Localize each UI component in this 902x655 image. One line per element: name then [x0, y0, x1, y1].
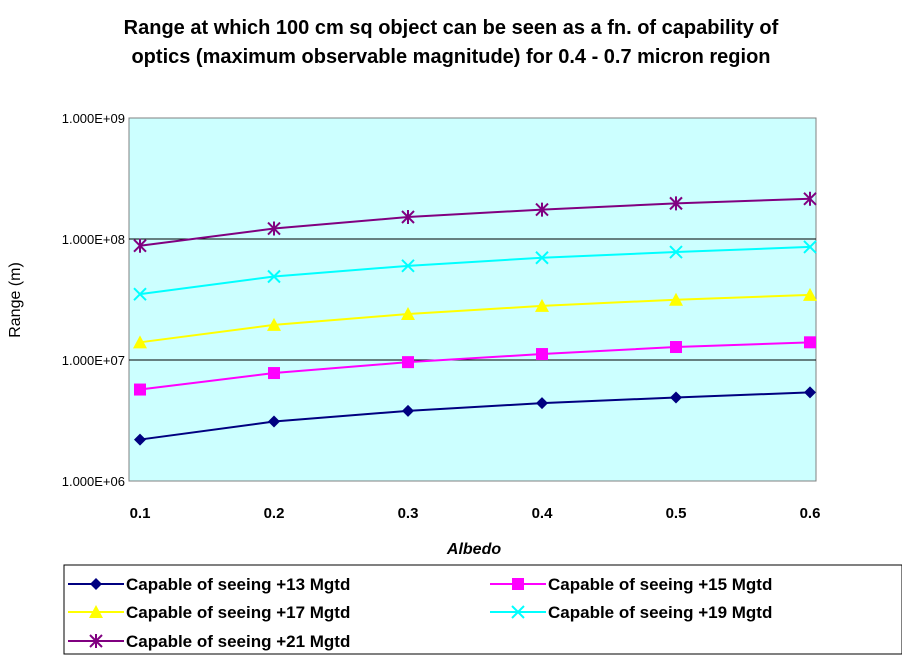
series-line [139, 341, 811, 391]
data-point [804, 336, 816, 349]
data-point [134, 433, 146, 446]
data-point [402, 356, 414, 369]
legend-label: Capable of seeing +15 Mgtd [548, 575, 772, 594]
legend-label: Capable of seeing +17 Mgtd [126, 603, 350, 622]
data-point [669, 292, 683, 306]
x-tick-label: 0.5 [666, 505, 687, 522]
y-tick-label: 1.000E+07 [62, 353, 125, 368]
series-group [133, 240, 817, 301]
data-point [89, 605, 103, 618]
x-tick-label: 0.3 [398, 505, 419, 522]
x-axis-ticks: 0.1 0.2 0.3 0.4 0.5 0.6 [130, 505, 821, 522]
series-group [134, 386, 816, 446]
data-point [268, 415, 280, 428]
x-axis-label: Albedo [446, 541, 501, 558]
series-line [139, 245, 811, 296]
series-line [139, 391, 811, 441]
x-tick-label: 0.6 [800, 505, 821, 522]
data-point [267, 221, 281, 236]
data-point [134, 383, 146, 396]
legend-item: Capable of seeing +21 Mgtd [68, 632, 350, 651]
data-point [511, 605, 525, 619]
series-group [133, 191, 817, 253]
legend-label: Capable of seeing +19 Mgtd [548, 603, 772, 622]
data-point [803, 240, 817, 254]
series-line [139, 197, 811, 247]
data-point [803, 191, 817, 206]
data-point [536, 397, 548, 410]
series-line [139, 293, 811, 344]
y-axis-ticks: 1.000E+06 1.000E+07 1.000E+08 1.000E+09 [62, 111, 125, 489]
y-tick-label: 1.000E+08 [62, 232, 125, 247]
data-point [401, 259, 415, 273]
data-point [536, 348, 548, 361]
x-tick-label: 0.2 [264, 505, 285, 522]
data-point [133, 287, 147, 301]
data-point [535, 251, 549, 265]
legend-box [63, 564, 902, 655]
data-point [89, 634, 103, 648]
chart-title-line-1: Range at which 100 cm sq object can be s… [124, 17, 779, 39]
data-point [401, 306, 415, 320]
x-tick-label: 0.4 [532, 505, 554, 522]
data-point [512, 578, 524, 590]
legend-label: Capable of seeing +13 Mgtd [126, 575, 350, 594]
data-point [803, 287, 817, 301]
series-group [134, 336, 816, 396]
data-point [535, 298, 549, 312]
y-tick-label: 1.000E+06 [62, 474, 125, 489]
y-axis-label: Range (m) [7, 262, 24, 338]
data-point [90, 578, 102, 590]
data-point [267, 269, 281, 284]
data-point [804, 386, 816, 399]
legend-item: Capable of seeing +17 Mgtd [68, 603, 350, 622]
chart-title-line-2: optics (maximum observable magnitude) fo… [131, 46, 770, 68]
legend-label: Capable of seeing +21 Mgtd [126, 632, 350, 651]
data-point [267, 317, 281, 331]
series-group [133, 287, 817, 349]
data-point [535, 202, 549, 217]
legend-item: Capable of seeing +13 Mgtd [68, 575, 350, 594]
data-point [402, 404, 414, 417]
legend: Capable of seeing +13 Mgtd Capable of see… [68, 575, 772, 651]
data-point [268, 367, 280, 380]
grid-lines [129, 238, 816, 361]
data-point [401, 209, 415, 224]
data-point [670, 341, 682, 354]
data-point [669, 245, 683, 259]
data-point [670, 391, 682, 404]
data-point [133, 238, 147, 253]
data-point [133, 335, 147, 349]
series-lines [133, 191, 817, 446]
data-point [669, 196, 683, 211]
legend-item: Capable of seeing +19 Mgtd [490, 603, 772, 622]
legend-item: Capable of seeing +15 Mgtd [490, 575, 772, 594]
x-tick-label: 0.1 [130, 505, 151, 522]
y-tick-label: 1.000E+09 [62, 111, 125, 126]
